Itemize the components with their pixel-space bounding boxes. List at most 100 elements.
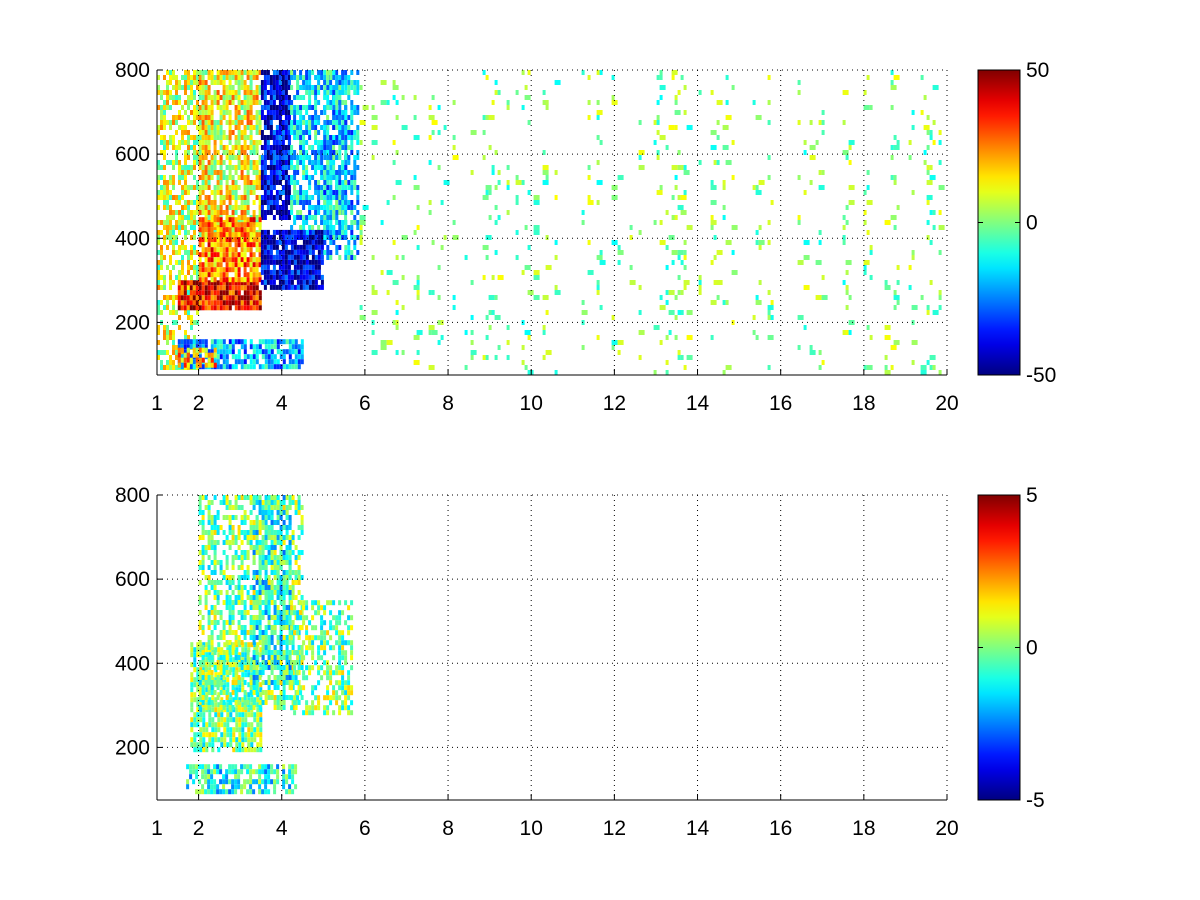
heatmap-cell — [240, 227, 244, 233]
heatmap-cell — [317, 244, 321, 250]
heatmap-cell — [291, 339, 295, 345]
heatmap-cell — [267, 680, 271, 685]
heatmap-cell — [356, 200, 360, 205]
heatmap-cell — [581, 210, 585, 215]
heatmap-cell — [250, 697, 254, 703]
heatmap-cell — [249, 280, 253, 286]
heatmap-cell — [208, 712, 212, 718]
heatmap-cell — [371, 350, 378, 355]
heatmap-cell — [243, 680, 247, 685]
heatmap-cell — [163, 275, 166, 280]
heatmap-cell — [288, 349, 292, 355]
heatmap-cell — [231, 364, 235, 370]
heatmap-cell — [266, 239, 270, 245]
heatmap-cell — [157, 165, 160, 170]
heatmap-cell — [217, 747, 221, 753]
heatmap-cell — [216, 510, 220, 515]
heatmap-cell — [320, 244, 324, 250]
heatmap-cell — [350, 230, 354, 235]
heatmap-cell — [371, 310, 378, 315]
heatmap-cell — [234, 500, 238, 505]
heatmap-cell — [659, 70, 663, 75]
heatmap-cell — [192, 352, 196, 358]
heatmap-cell — [281, 70, 285, 75]
heatmap-cell — [278, 85, 282, 90]
heatmap-cell — [228, 630, 232, 635]
heatmap-cell — [201, 247, 205, 253]
heatmap-cell — [163, 150, 166, 155]
heatmap-cell — [869, 250, 873, 255]
heatmap-cell — [524, 225, 528, 230]
heatmap-cell — [291, 364, 295, 370]
heatmap-cell — [240, 105, 244, 110]
heatmap-cell — [157, 180, 160, 185]
heatmap-cell — [320, 259, 324, 265]
heatmap-cell — [290, 239, 294, 245]
heatmap-cell — [250, 702, 254, 708]
heatmap-cell — [199, 647, 203, 653]
heatmap-cell — [293, 180, 297, 185]
heatmap-cell — [226, 732, 230, 738]
heatmap-cell — [243, 237, 247, 243]
heatmap-cell — [258, 635, 262, 640]
heatmap-cell — [193, 270, 196, 275]
heatmap-cell — [282, 665, 286, 670]
heatmap-cell — [278, 95, 282, 100]
heatmap-cell — [758, 280, 762, 285]
heatmap-cell — [237, 575, 241, 580]
heatmap-cell — [821, 170, 825, 175]
heatmap-cell — [428, 325, 435, 330]
heatmap-cell — [252, 635, 256, 640]
heatmap-cell — [722, 180, 726, 185]
heatmap-cell — [210, 300, 214, 306]
heatmap-cell — [172, 335, 175, 340]
heatmap-cell — [232, 672, 236, 678]
heatmap-cell — [255, 520, 259, 525]
heatmap-cell — [255, 95, 259, 100]
heatmap-cell — [713, 255, 717, 260]
heatmap-cell — [659, 305, 666, 310]
heatmap-cell — [266, 279, 270, 285]
heatmap-cell — [317, 205, 321, 210]
heatmap-cell — [938, 130, 942, 135]
heatmap-cell — [163, 335, 166, 340]
heatmap-cell — [201, 300, 205, 306]
heatmap-cell — [452, 220, 456, 225]
heatmap-cell — [204, 100, 208, 105]
heatmap-cell — [216, 217, 220, 223]
heatmap-cell — [488, 215, 492, 220]
heatmap-cell — [260, 165, 264, 170]
heatmap-cell — [216, 610, 220, 615]
heatmap-cell — [356, 140, 360, 145]
heatmap-cell — [896, 300, 900, 305]
heatmap-cell — [244, 722, 248, 728]
heatmap-cell — [674, 110, 681, 115]
heatmap-cell — [201, 615, 205, 620]
heatmap-cell — [195, 305, 199, 311]
heatmap-cell — [247, 712, 251, 718]
heatmap-cell — [216, 665, 220, 670]
heatmap-cell — [344, 80, 348, 85]
x-tick-label: 6 — [359, 392, 371, 415]
heatmap-cell — [246, 217, 250, 223]
heatmap-cell — [178, 275, 181, 280]
heatmap-cell — [266, 190, 270, 195]
heatmap-cell — [198, 520, 202, 525]
heatmap-cell — [226, 687, 230, 693]
heatmap-cell — [347, 160, 351, 165]
heatmap-cell — [266, 105, 270, 110]
heatmap-cell — [166, 180, 169, 185]
heatmap-cell — [259, 727, 263, 733]
heatmap-cell — [296, 210, 300, 215]
heatmap-cell — [293, 150, 297, 155]
heatmap-cell — [267, 545, 271, 550]
heatmap-cell — [198, 190, 202, 195]
heatmap-cell — [160, 220, 163, 225]
heatmap-cell — [273, 550, 277, 555]
heatmap-cell — [246, 227, 250, 233]
heatmap-cell — [659, 240, 666, 245]
heatmap-cell — [252, 210, 256, 215]
heatmap-cell — [320, 254, 324, 260]
heatmap-cell — [437, 340, 441, 345]
heatmap-cell — [260, 195, 264, 200]
